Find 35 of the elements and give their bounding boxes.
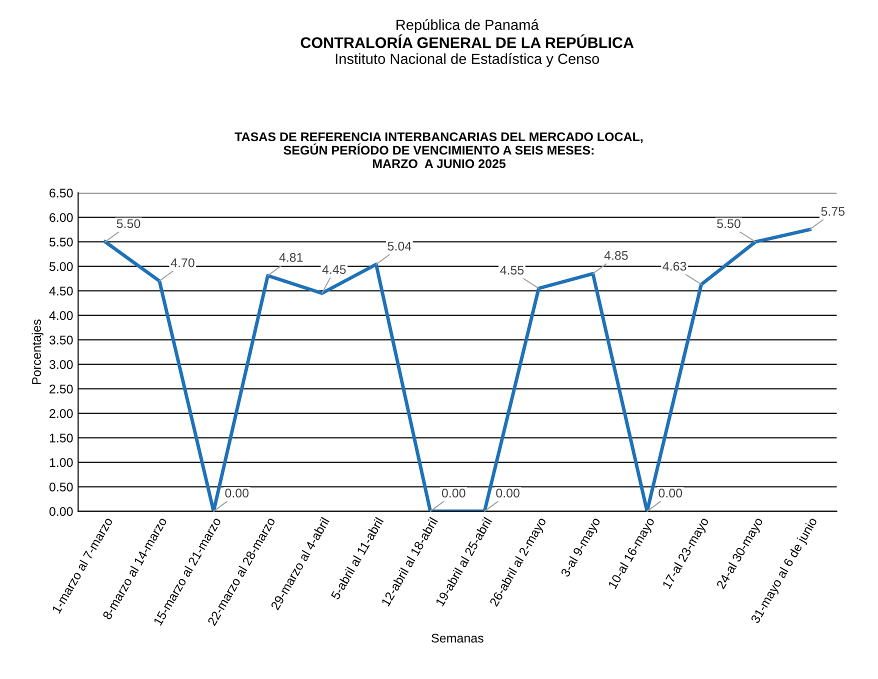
data-label: 0.00 (658, 488, 682, 498)
data-label: 0.00 (225, 488, 249, 498)
y-axis-title: Porcentajes (32, 320, 44, 384)
data-label: 0.00 (442, 488, 466, 498)
data-label: 5.50 (116, 219, 140, 228)
y-tick-label: 1.50 (50, 434, 73, 442)
data-label: 4.63 (662, 262, 686, 271)
text: CONTRALORÍA GENERAL DE LA REPÚBLICA (300, 34, 634, 48)
chart-title: TASAS DE REFERENCIA INTERBANCARIAS DEL MERCADO LOCAL, SEGÚN PERÍODO DE VENCIMIENTO A SEIS MESES: MARZO A JUNIO 2025 (234, 132, 643, 168)
data-label: 4.45 (322, 265, 346, 274)
y-tick-label: 5.50 (49, 238, 73, 246)
text: Instituto Nacional de Estadística y Censo (336, 53, 600, 67)
y-tick-label: 3.50 (49, 336, 73, 344)
data-label: 0.00 (496, 488, 520, 498)
data-label: 4.85 (604, 251, 628, 260)
y-tick-label: 6.00 (50, 213, 73, 222)
data-label: 4.81 (279, 253, 303, 262)
y-tick-label: 3.00 (49, 360, 73, 369)
x-axis-title: Semanas (432, 634, 484, 643)
data-label: 4.70 (170, 258, 194, 268)
y-tick-label: 4.50 (49, 286, 73, 296)
y-tick-label: 0.00 (49, 507, 73, 516)
text: República de Panamá (396, 19, 539, 33)
y-tick-label: 0.50 (49, 482, 73, 492)
data-label: 5.50 (717, 219, 740, 228)
data-label: 5.75 (821, 207, 845, 216)
y-tick-label: 1.00 (50, 458, 73, 467)
y-tick-label: 2.50 (50, 384, 73, 394)
line-series (104, 228, 812, 512)
y-tick-label: 6.50 (50, 188, 73, 198)
y-tick-label: 4.00 (49, 311, 73, 320)
y-tick-label: 2.00 (50, 409, 73, 418)
y-tick-label: 5.00 (49, 262, 73, 271)
data-label: 4.55 (500, 266, 524, 275)
data-label: 5.04 (388, 242, 412, 251)
